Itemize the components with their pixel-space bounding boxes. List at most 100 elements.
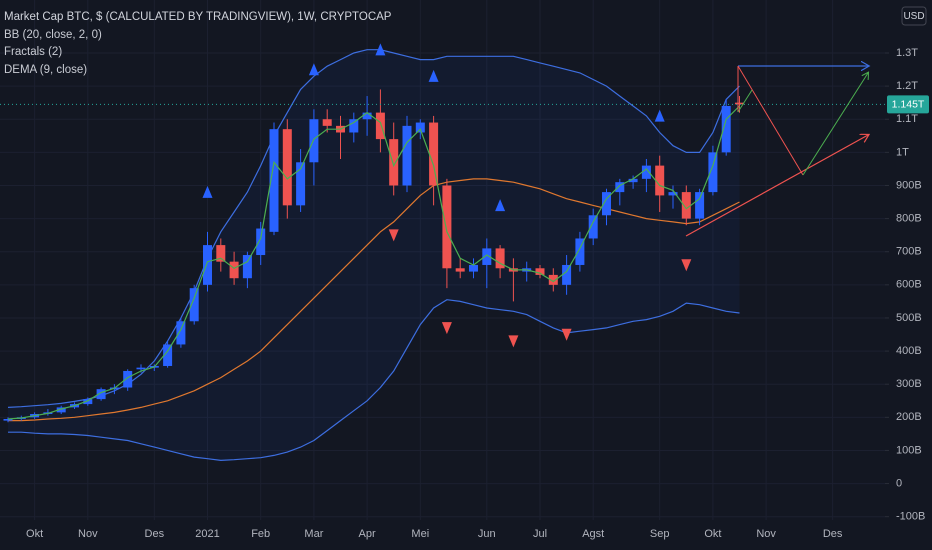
x-tick-label: Okt <box>26 528 43 540</box>
candle-body <box>309 119 319 163</box>
candle-body <box>349 119 359 133</box>
projection-line <box>737 89 753 113</box>
last-price-box <box>887 95 929 114</box>
x-tick-label: Nov <box>78 528 98 540</box>
y-tick-label: -100B <box>896 511 925 523</box>
y-tick-label: 1.3T <box>896 47 918 59</box>
currency-button[interactable] <box>901 6 927 26</box>
fractal-up <box>495 199 506 212</box>
candle-body <box>56 407 66 413</box>
x-tick-label: Nov <box>756 528 776 540</box>
candle-body <box>229 261 239 279</box>
fractal-down <box>681 259 692 272</box>
candle-body <box>415 122 425 133</box>
x-tick-label: 2021 <box>195 528 219 540</box>
y-tick-label: 500B <box>896 312 922 324</box>
candle-body <box>269 129 279 232</box>
fractal-up <box>654 109 665 122</box>
y-tick-label: 400B <box>896 345 922 357</box>
y-tick-label: 1.2T <box>896 80 918 92</box>
x-tick-label: Jun <box>478 528 496 540</box>
y-tick-label: 900B <box>896 179 922 191</box>
legend-entry[interactable]: BB (20, close, 2, 0) <box>4 29 102 41</box>
candle-body <box>176 321 186 345</box>
candle-body <box>482 248 492 265</box>
candle-body <box>721 105 731 153</box>
candle-body <box>668 192 678 196</box>
y-tick-label: 200B <box>896 411 922 423</box>
x-tick-label: Mei <box>411 528 429 540</box>
x-tick-label: Jul <box>533 528 547 540</box>
fractal-up <box>375 43 386 56</box>
x-tick-label: Mar <box>304 528 323 540</box>
y-tick-label: 100B <box>896 444 922 456</box>
chart-title: Market Cap BTC, $ (CALCULATED BY TRADING… <box>4 11 392 23</box>
candle-body <box>136 367 146 370</box>
candle-body <box>641 165 651 179</box>
bb-band-fill <box>8 49 740 461</box>
candle-body <box>535 268 545 275</box>
candle-body <box>123 370 133 388</box>
x-tick-label: Agst <box>582 528 604 540</box>
candle-body <box>735 102 744 105</box>
candle-body <box>495 248 505 269</box>
candle-body <box>628 178 638 183</box>
plot-area <box>0 43 885 462</box>
candle-body <box>615 182 625 193</box>
fractal-up <box>428 69 439 82</box>
x-tick-label: Feb <box>251 528 270 540</box>
dema-line <box>7 105 740 420</box>
candle-body <box>296 162 306 206</box>
legend-entry[interactable]: Fractals (2) <box>4 46 62 58</box>
candle-body <box>83 399 93 405</box>
candle-body <box>3 418 13 421</box>
currency-label[interactable]: USD <box>903 11 924 22</box>
bb-lower <box>8 299 740 462</box>
last-price-label: 1.145T <box>892 99 925 111</box>
projection-line <box>802 73 868 176</box>
candle-body <box>242 255 252 279</box>
candle-body <box>588 215 598 239</box>
trend-line <box>685 135 868 237</box>
x-tick-label: Des <box>823 528 843 540</box>
fractal-up <box>308 63 319 76</box>
candle-body <box>402 125 412 186</box>
y-tick-label: 300B <box>896 378 922 390</box>
x-tick-label: Des <box>145 528 165 540</box>
projection-line <box>737 65 804 176</box>
candle-body <box>442 185 452 269</box>
y-tick-label: 1T <box>896 146 909 158</box>
candle-body <box>256 228 266 256</box>
drawings <box>685 65 868 237</box>
candle-body <box>282 129 292 206</box>
candle-body <box>322 119 332 126</box>
y-tick-label: 700B <box>896 246 922 258</box>
x-tick-label: Sep <box>650 528 670 540</box>
legend-entry[interactable]: DEMA (9, close) <box>4 64 87 76</box>
fractal-down <box>561 328 572 341</box>
y-tick-label: 0 <box>896 477 902 489</box>
x-tick-label: Apr <box>359 528 376 540</box>
axes: -100B 0 100B 200B 300B 400B 500B 600B 700B 800B 90… <box>26 47 929 540</box>
fractal-down <box>441 322 452 335</box>
fractal-down <box>388 229 399 242</box>
candle-body <box>695 192 705 219</box>
fractal-up <box>202 185 213 198</box>
x-tick-label: Okt <box>704 528 721 540</box>
candle-body <box>216 245 226 262</box>
fractal-down <box>508 335 519 348</box>
candle-body <box>562 264 572 285</box>
candle-body <box>203 245 212 285</box>
y-tick-label: 800B <box>896 213 922 225</box>
candle-body <box>655 165 665 196</box>
y-tick-label: 1.1T <box>896 113 918 125</box>
candle-body <box>96 389 106 400</box>
candle-body <box>429 122 439 186</box>
candle-body <box>575 238 585 265</box>
y-tick-label: 600B <box>896 279 922 291</box>
candle-body <box>708 152 718 193</box>
candle-body <box>375 112 385 140</box>
